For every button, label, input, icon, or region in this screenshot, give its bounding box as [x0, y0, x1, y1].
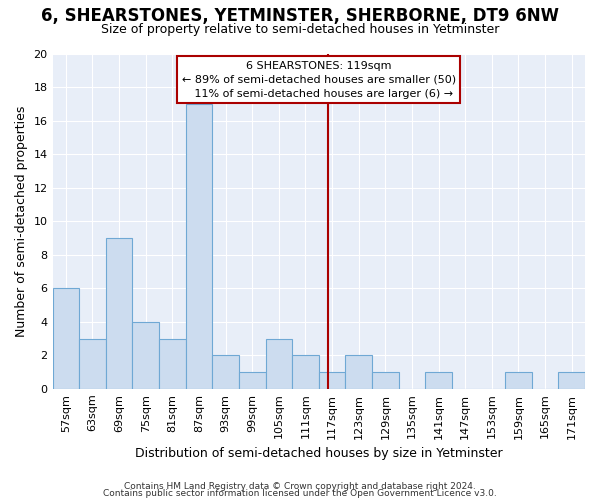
Bar — [292, 356, 319, 389]
Bar — [53, 288, 79, 389]
Text: 6, SHEARSTONES, YETMINSTER, SHERBORNE, DT9 6NW: 6, SHEARSTONES, YETMINSTER, SHERBORNE, D… — [41, 8, 559, 26]
Bar — [266, 338, 292, 389]
Bar — [319, 372, 346, 389]
Bar — [159, 338, 185, 389]
Text: Contains public sector information licensed under the Open Government Licence v3: Contains public sector information licen… — [103, 489, 497, 498]
Bar — [425, 372, 452, 389]
Bar — [106, 238, 133, 389]
Bar — [239, 372, 266, 389]
Text: Contains HM Land Registry data © Crown copyright and database right 2024.: Contains HM Land Registry data © Crown c… — [124, 482, 476, 491]
Y-axis label: Number of semi-detached properties: Number of semi-detached properties — [15, 106, 28, 337]
Bar — [185, 104, 212, 389]
Text: Size of property relative to semi-detached houses in Yetminster: Size of property relative to semi-detach… — [101, 22, 499, 36]
Bar — [505, 372, 532, 389]
Text: 6 SHEARSTONES: 119sqm
← 89% of semi-detached houses are smaller (50)
   11% of s: 6 SHEARSTONES: 119sqm ← 89% of semi-deta… — [182, 60, 456, 98]
Bar — [559, 372, 585, 389]
X-axis label: Distribution of semi-detached houses by size in Yetminster: Distribution of semi-detached houses by … — [135, 447, 503, 460]
Bar — [346, 356, 372, 389]
Bar — [133, 322, 159, 389]
Bar — [79, 338, 106, 389]
Bar — [372, 372, 398, 389]
Bar — [212, 356, 239, 389]
